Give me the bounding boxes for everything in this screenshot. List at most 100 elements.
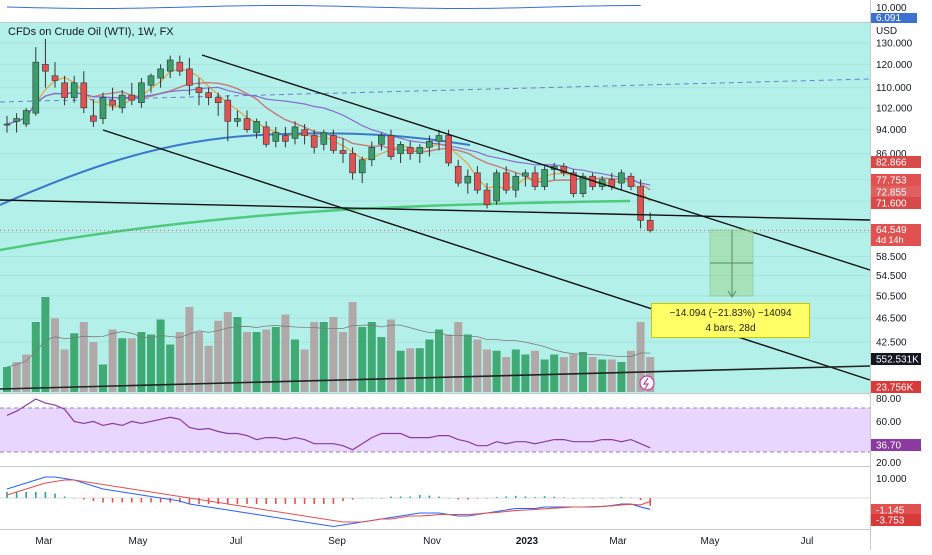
time-tick-label: Mar bbox=[35, 536, 53, 547]
candle-body bbox=[445, 135, 452, 164]
rsi-tick-label: 80.00 bbox=[876, 394, 901, 405]
macd-histogram-bar bbox=[35, 492, 37, 498]
macd-histogram-bar bbox=[102, 498, 104, 503]
candle-body bbox=[214, 97, 222, 103]
macd-histogram-bar bbox=[63, 496, 66, 498]
chart-title: CFDs on Crude Oil (WTI), 1W, FX bbox=[8, 26, 174, 38]
volume-bar bbox=[492, 350, 501, 392]
macd-histogram-bar bbox=[361, 498, 363, 499]
candle-body bbox=[541, 169, 548, 187]
rsi-tick-label: 20.00 bbox=[876, 458, 901, 469]
macd-histogram-bar bbox=[611, 497, 613, 499]
badge-last-bg bbox=[871, 224, 921, 246]
candle-body bbox=[320, 132, 328, 145]
volume-bar bbox=[281, 314, 290, 392]
candle-body bbox=[378, 135, 385, 145]
macd-histogram-bar bbox=[409, 496, 411, 498]
top-scale-value: 6.091 bbox=[876, 13, 901, 24]
badge-ma-high-bg bbox=[871, 156, 921, 168]
candle-body bbox=[646, 219, 654, 231]
volume-bar bbox=[550, 354, 559, 392]
badge-volume-last: 23.756K bbox=[876, 383, 914, 394]
price-tick-label: 130.000 bbox=[876, 39, 913, 50]
macd-histogram-bar bbox=[83, 498, 85, 500]
macd-histogram-bar bbox=[92, 498, 95, 501]
volume-bar bbox=[127, 338, 136, 392]
candle-body bbox=[186, 68, 193, 86]
macd-histogram-bar bbox=[73, 498, 75, 499]
volume-bar bbox=[339, 332, 347, 392]
volume-bar bbox=[473, 339, 482, 392]
channel-lower-line bbox=[102, 129, 871, 381]
macd-histogram-bar bbox=[140, 498, 143, 503]
measure-box[interactable]: −14.094 (−21.83%) −14094 4 bars, 28d bbox=[651, 303, 810, 338]
badge-last-price: 64.549 bbox=[876, 225, 907, 236]
macd-histogram-bar bbox=[294, 498, 296, 504]
badge-macd-signal: -3.753 bbox=[876, 516, 905, 527]
macd-histogram-bar bbox=[236, 498, 239, 504]
candle-body bbox=[42, 64, 49, 72]
macd-histogram-bar bbox=[179, 498, 181, 503]
macd-histogram-bar bbox=[313, 498, 315, 504]
candle-body bbox=[272, 132, 280, 142]
macd-histogram-bar bbox=[150, 498, 152, 503]
macd-histogram-bar bbox=[169, 498, 171, 503]
macd-signal-line bbox=[6, 479, 651, 523]
macd-histogram-bar bbox=[505, 496, 507, 498]
volume-bar bbox=[627, 350, 635, 392]
candle-body bbox=[166, 59, 174, 72]
candle-body bbox=[493, 172, 500, 202]
macd-histogram-bar bbox=[630, 497, 632, 499]
volume-bar bbox=[396, 350, 405, 392]
volume-bar bbox=[531, 350, 539, 392]
badge-rsi-bg bbox=[871, 439, 921, 451]
macd-histogram-bar bbox=[217, 498, 219, 504]
channel-upper-line bbox=[201, 54, 871, 271]
candle-body bbox=[368, 147, 376, 161]
macd-histogram-bar bbox=[457, 498, 459, 500]
volume-bar bbox=[12, 362, 21, 392]
top-scale-tick: 10.000 bbox=[876, 3, 907, 14]
price-tick-label: 46.500 bbox=[876, 313, 907, 324]
price-tick-label: 86.000 bbox=[876, 149, 907, 160]
macd-histogram-bar bbox=[553, 496, 555, 498]
macd-histogram-bar bbox=[582, 498, 584, 499]
macd-histogram-bar bbox=[159, 498, 162, 503]
macd-histogram-bar bbox=[620, 497, 623, 498]
time-tick-label: 2023 bbox=[516, 536, 539, 547]
price-tick-label: 120.000 bbox=[876, 60, 913, 71]
price-tick-label: 94.000 bbox=[876, 125, 907, 136]
candle-body bbox=[502, 172, 510, 191]
volume-bar bbox=[195, 332, 203, 392]
volume-bar bbox=[358, 327, 367, 392]
volume-bar bbox=[483, 349, 491, 392]
time-tick-label: Jul bbox=[230, 536, 243, 547]
volume-bar bbox=[291, 339, 299, 392]
candle-body bbox=[61, 82, 68, 98]
candle-body bbox=[464, 175, 472, 184]
horizontal-trend-line bbox=[0, 199, 871, 221]
macd-histogram-bar bbox=[380, 498, 383, 499]
macd-histogram-bar bbox=[332, 498, 335, 504]
macd-histogram-bar bbox=[188, 498, 191, 504]
volume-bar bbox=[99, 364, 107, 392]
macd-histogram-bar bbox=[198, 498, 200, 504]
badge-volume-ma-bg bbox=[871, 353, 921, 365]
volume-bar bbox=[166, 344, 175, 392]
candle-body bbox=[234, 118, 241, 122]
candle-body bbox=[157, 68, 164, 79]
macd-histogram-bar bbox=[534, 497, 536, 498]
macd-histogram-bar bbox=[515, 495, 517, 498]
candle-body bbox=[310, 135, 318, 148]
candle-body bbox=[243, 118, 251, 131]
candle-body bbox=[147, 75, 155, 86]
macd-histogram-bar bbox=[342, 498, 344, 501]
volume-bar bbox=[588, 357, 597, 392]
candle-body bbox=[291, 126, 299, 139]
candle-body bbox=[224, 99, 232, 122]
candle-body bbox=[22, 110, 30, 125]
price-tick-label: 42.500 bbox=[876, 338, 907, 349]
macd-histogram-bar bbox=[227, 498, 229, 504]
